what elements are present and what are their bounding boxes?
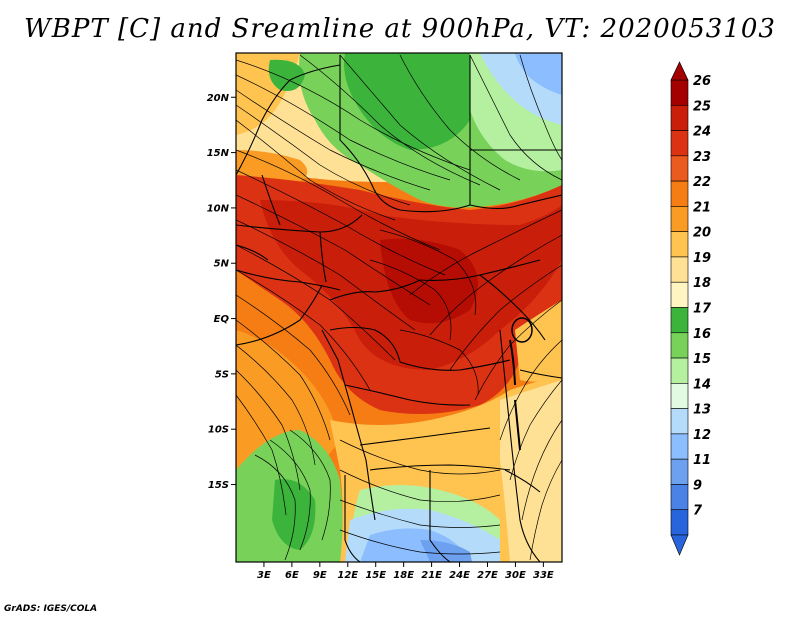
lat-tick-label: 15S — [208, 480, 229, 491]
colorbar-swatch — [670, 433, 689, 460]
colorbar-label: 19 — [693, 251, 711, 266]
colorbar-label: 11 — [693, 453, 711, 468]
colorbar: 26 25 24 23 22 21 20 19 18 17 16 15 14 13 12 11 9 7 — [670, 61, 712, 556]
colorbar-swatch — [670, 206, 689, 232]
country-borders — [236, 55, 562, 562]
colorbar-label: 14 — [693, 377, 711, 392]
lon-tick-label: 6E — [285, 570, 299, 581]
colorbar-swatch — [670, 130, 689, 157]
lat-tick-label: 20N — [207, 93, 230, 104]
colorbar-label: 17 — [693, 302, 712, 317]
colorbar-label: 22 — [693, 175, 711, 190]
lat-tick-label: EQ — [214, 314, 230, 325]
colorbar-swatch — [670, 509, 689, 536]
colorbar-swatch — [670, 281, 689, 308]
colorbar-label: 23 — [693, 150, 711, 165]
colorbar-bottom-arrow — [670, 534, 689, 556]
colorbar-label: 26 — [693, 74, 711, 89]
colorbar-swatch — [670, 256, 689, 283]
colorbar-swatch — [670, 484, 689, 511]
colorbar-swatch — [670, 458, 689, 485]
colorbar-swatch — [670, 383, 689, 409]
lon-tick-label: 3E — [257, 570, 271, 581]
lon-tick-label: 18E — [393, 570, 414, 581]
lat-tick-label: 5N — [214, 259, 230, 270]
latitude-axis: 20N 15N 10N 5N EQ 5S 10S 15S — [207, 93, 236, 491]
lon-tick-label: 12E — [337, 570, 358, 581]
lat-tick-label: 10N — [207, 203, 230, 214]
colorbar-label: 16 — [693, 327, 711, 342]
lon-tick-label: 24E — [449, 570, 470, 581]
chart-title: WBPT [C] and Sreamline at 900hPa, VT: 20… — [24, 14, 776, 44]
colorbar-label: 25 — [693, 99, 711, 114]
colorbar-label: 21 — [693, 200, 711, 215]
lon-tick-label: 21E — [421, 570, 442, 581]
lat-tick-label: 10S — [208, 425, 229, 436]
colorbar-swatch — [670, 408, 689, 435]
lat-tick-label: 5S — [215, 369, 229, 380]
lon-tick-label: 15E — [365, 570, 386, 581]
lon-tick-label: 30E — [505, 570, 526, 581]
colorbar-label: 20 — [693, 226, 711, 241]
wbpt-shading — [236, 53, 562, 562]
lon-tick-label: 27E — [477, 570, 498, 581]
colorbar-label: 13 — [693, 403, 711, 418]
colorbar-swatch — [670, 307, 689, 334]
colorbar-label: 12 — [693, 428, 711, 443]
colorbar-swatch — [670, 332, 689, 359]
colorbar-swatch — [670, 155, 689, 182]
colorbar-label: 9 — [693, 478, 702, 493]
map-frame — [235, 52, 563, 563]
colorbar-label: 24 — [693, 125, 711, 140]
colorbar-swatch — [670, 231, 689, 258]
colorbar-swatch — [670, 79, 689, 106]
credit-text: GrADS: IGES/COLA — [4, 604, 98, 614]
colorbar-label: 18 — [693, 276, 711, 291]
colorbar-top-arrow — [670, 61, 689, 81]
colorbar-label: 15 — [693, 352, 711, 367]
colorbar-swatch — [670, 180, 689, 207]
colorbar-swatch — [670, 104, 689, 131]
longitude-axis: 3E 6E 9E 12E 15E 18E 21E 24E 27E 30E 33E — [257, 562, 554, 581]
lon-tick-label: 9E — [313, 570, 327, 581]
lon-tick-label: 33E — [533, 570, 554, 581]
lat-tick-label: 15N — [207, 148, 230, 159]
streamlines — [236, 54, 562, 561]
colorbar-label: 7 — [693, 504, 703, 519]
colorbar-swatch — [670, 357, 689, 384]
